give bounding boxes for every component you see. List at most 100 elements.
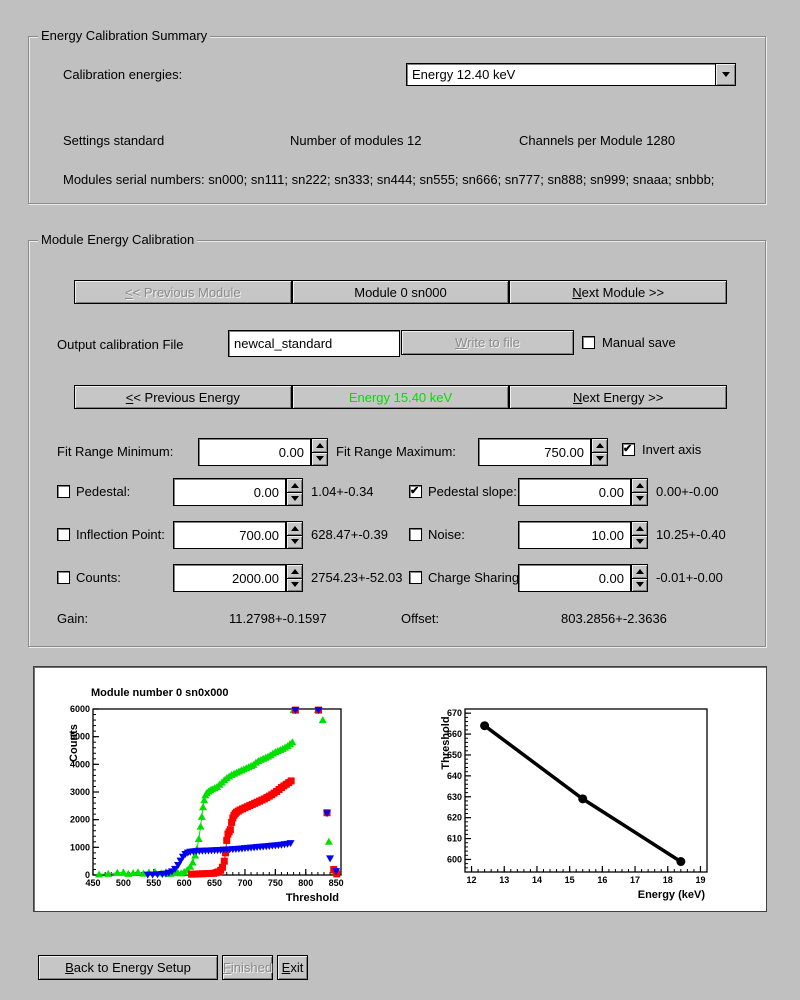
gain-label: Gain:: [57, 611, 89, 626]
energy-select-dropdown[interactable]: Energy 12.40 keV: [406, 63, 736, 86]
energy-calibration-summary-group: Energy Calibration Summary Calibration e…: [28, 28, 766, 204]
previous-energy-button[interactable]: << Previous Energy: [74, 385, 292, 409]
svg-text:18: 18: [663, 875, 673, 885]
invert-axis-checkbox[interactable]: [622, 442, 635, 456]
charge-sharing-checkbox[interactable]: [409, 571, 422, 584]
arrow-down-icon: [595, 456, 604, 462]
charge-sharing-spinbox[interactable]: 0.00: [518, 564, 648, 592]
spin-down-button[interactable]: [286, 535, 303, 549]
spin-up-button[interactable]: [631, 521, 648, 536]
counts-value[interactable]: 2000.00: [173, 564, 286, 592]
fit-range-min-value[interactable]: 0.00: [198, 438, 311, 466]
spin-up-button[interactable]: [311, 438, 328, 453]
inflection-point-value[interactable]: 700.00: [173, 521, 286, 549]
svg-text:620: 620: [447, 813, 462, 823]
svg-text:12: 12: [467, 875, 477, 885]
arrow-down-icon: [635, 496, 644, 502]
svg-text:17: 17: [630, 875, 640, 885]
noise-spinbox[interactable]: 10.00: [518, 521, 648, 549]
dropdown-button[interactable]: [715, 64, 735, 85]
previous-module-button[interactable]: << Previous Module: [74, 280, 292, 304]
spin-up-button[interactable]: [286, 521, 303, 536]
manual-save-label: Manual save: [602, 335, 676, 350]
svg-text:550: 550: [146, 878, 161, 888]
arrow-up-icon: [635, 525, 644, 531]
invert-axis-label: Invert axis: [642, 442, 702, 457]
spin-up-button[interactable]: [591, 438, 608, 453]
finished-button[interactable]: Finished: [222, 955, 273, 980]
svg-text:Counts: Counts: [68, 724, 80, 762]
offset-label: Offset:: [401, 611, 440, 626]
write-to-file-button[interactable]: Write to file: [401, 330, 574, 355]
svg-text:5000: 5000: [70, 732, 90, 742]
next-module-button[interactable]: Next Module >>: [509, 280, 728, 304]
output-file-label: Output calibration File: [57, 337, 184, 352]
pedestal-slope-value[interactable]: 0.00: [518, 478, 631, 506]
svg-text:500: 500: [116, 878, 131, 888]
spin-down-button[interactable]: [591, 452, 608, 466]
charge-sharing-value[interactable]: 0.00: [518, 564, 631, 592]
spin-up-button[interactable]: [631, 478, 648, 493]
pedestal-value[interactable]: 0.00: [173, 478, 286, 506]
current-module-button[interactable]: Module 0 sn000: [291, 280, 510, 304]
spin-down-button[interactable]: [286, 578, 303, 592]
fit-range-min-label: Fit Range Minimum:: [57, 444, 174, 459]
inflection-point-spinbox[interactable]: 700.00: [173, 521, 303, 549]
spin-up-button[interactable]: [286, 478, 303, 493]
svg-text:640: 640: [447, 771, 462, 781]
counts-checkbox[interactable]: [57, 571, 70, 584]
svg-text:Threshold: Threshold: [286, 892, 339, 904]
arrow-down-icon: [315, 456, 324, 462]
svg-text:Module number 0 sn0x000: Module number 0 sn0x000: [91, 687, 229, 699]
noise-value[interactable]: 10.00: [518, 521, 631, 549]
current-energy-button[interactable]: Energy 15.40 keV: [291, 385, 510, 409]
svg-text:19: 19: [695, 875, 705, 885]
plots-panel: 450 500 550 600 650 700 750 800 850 0 1000 2000 3000…: [33, 666, 767, 912]
svg-text:13: 13: [499, 875, 509, 885]
spin-down-button[interactable]: [311, 452, 328, 466]
arrow-up-icon: [290, 482, 299, 488]
counts-result: 2754.23+-52.03: [311, 570, 403, 585]
arrow-up-icon: [635, 568, 644, 574]
svg-text:1000: 1000: [70, 842, 90, 852]
fit-range-max-spinbox[interactable]: 750.00: [478, 438, 608, 466]
counts-label: Counts:: [76, 570, 121, 585]
counts-spinbox[interactable]: 2000.00: [173, 564, 303, 592]
spin-down-button[interactable]: [631, 535, 648, 549]
back-to-energy-setup-button[interactable]: Back to Energy Setup: [38, 955, 218, 980]
noise-result: 10.25+-0.40: [656, 527, 726, 542]
spin-up-button[interactable]: [286, 564, 303, 579]
noise-checkbox[interactable]: [409, 528, 422, 541]
next-energy-button[interactable]: Next Energy >>: [509, 385, 728, 409]
arrow-down-icon: [290, 539, 299, 545]
fit-range-min-spinbox[interactable]: 0.00: [198, 438, 328, 466]
pedestal-slope-spinbox[interactable]: 0.00: [518, 478, 648, 506]
output-file-input[interactable]: newcal_standard: [228, 330, 400, 357]
svg-text:0: 0: [85, 870, 90, 880]
svg-text:16: 16: [597, 875, 607, 885]
svg-text:650: 650: [447, 750, 462, 760]
svg-text:14: 14: [532, 875, 542, 885]
group-title: Energy Calibration Summary: [38, 28, 211, 43]
inflection-point-label: Inflection Point:: [76, 527, 165, 542]
inflection-point-result: 628.47+-0.39: [311, 527, 388, 542]
pedestal-slope-checkbox[interactable]: [409, 484, 422, 498]
fit-range-max-value[interactable]: 750.00: [478, 438, 591, 466]
svg-text:Threshold: Threshold: [440, 716, 452, 769]
spin-up-button[interactable]: [631, 564, 648, 579]
spin-down-button[interactable]: [286, 492, 303, 506]
pedestal-spinbox[interactable]: 0.00: [173, 478, 303, 506]
svg-text:450: 450: [85, 878, 100, 888]
pedestal-label: Pedestal:: [76, 484, 131, 499]
chevron-down-icon: [721, 72, 730, 77]
arrow-up-icon: [635, 482, 644, 488]
spin-down-button[interactable]: [631, 492, 648, 506]
pedestal-checkbox[interactable]: [57, 485, 70, 498]
svg-text:Energy (keV): Energy (keV): [638, 889, 706, 901]
spin-down-button[interactable]: [631, 578, 648, 592]
manual-save-checkbox[interactable]: [582, 336, 595, 349]
inflection-point-checkbox[interactable]: [57, 528, 70, 541]
exit-button[interactable]: Exit: [277, 955, 308, 980]
svg-text:3000: 3000: [70, 787, 90, 797]
num-modules-label: Number of modules 12: [290, 133, 422, 148]
